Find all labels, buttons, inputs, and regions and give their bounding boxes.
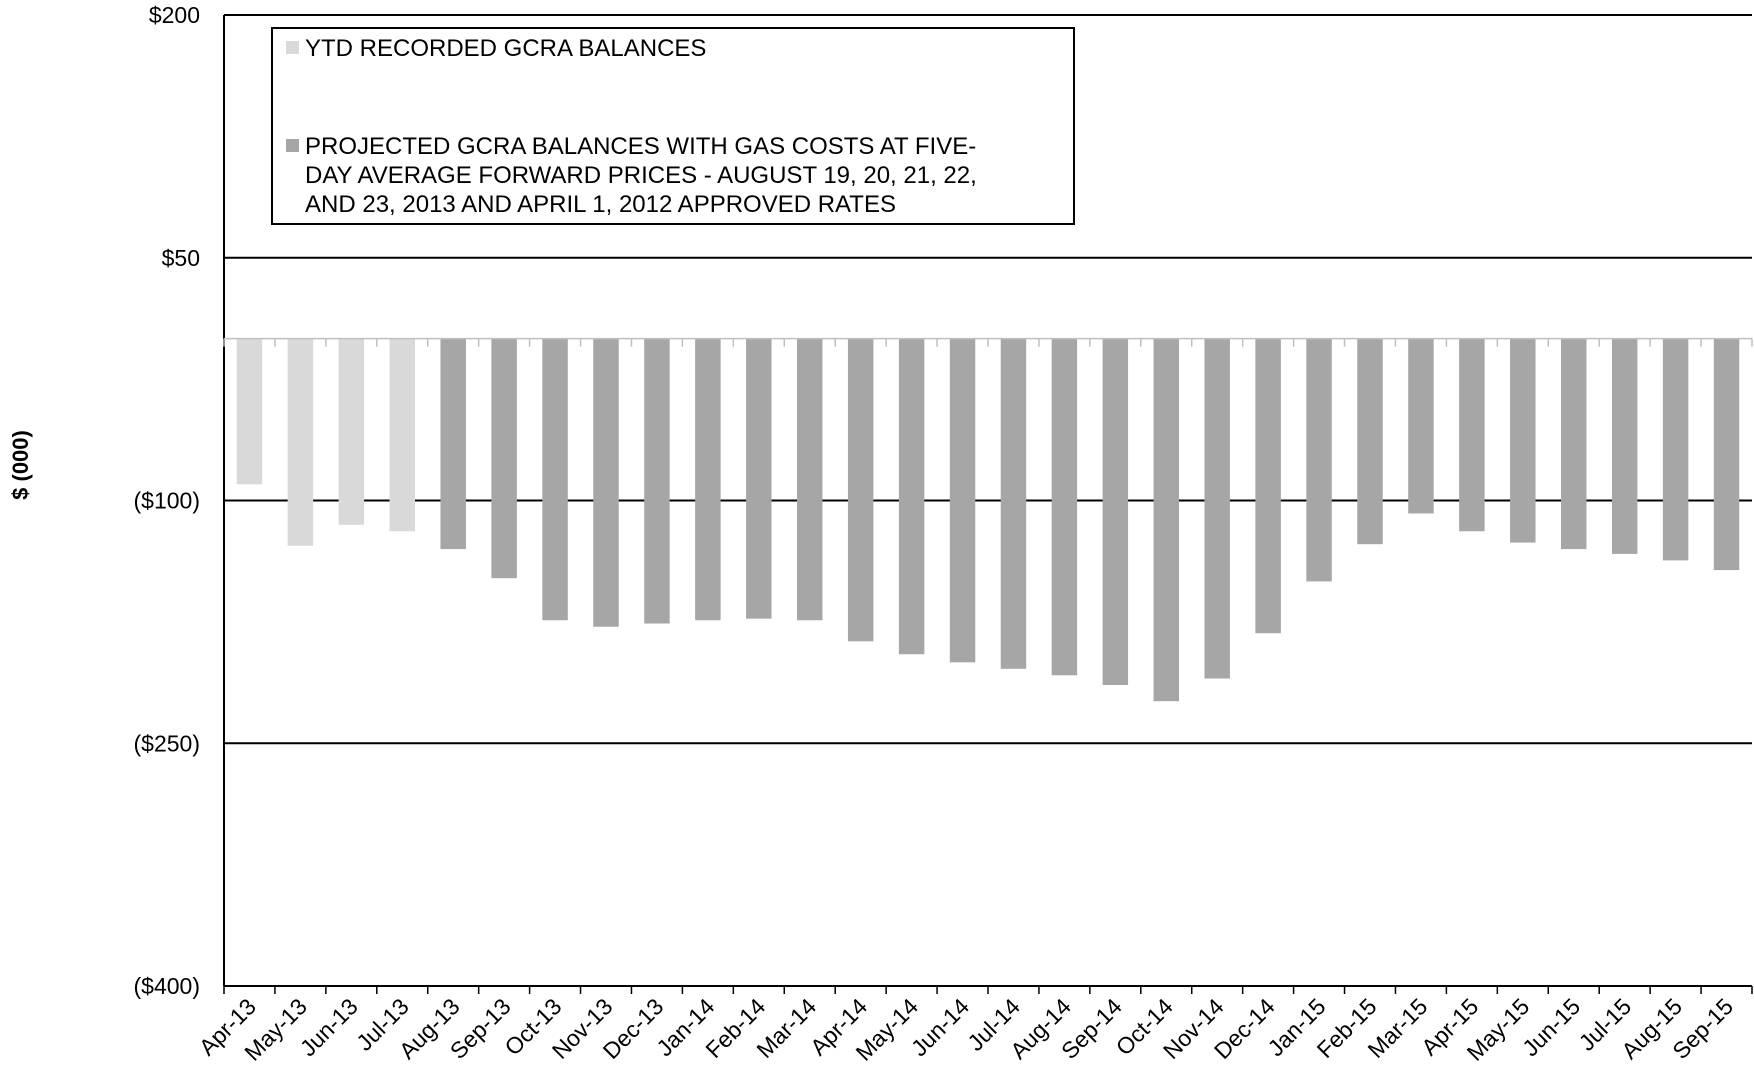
bar-series-2 <box>1306 338 1332 582</box>
bar-series-2 <box>797 338 823 621</box>
bar-series-2 <box>949 338 976 663</box>
bar-series-2 <box>1204 338 1230 679</box>
bar-series-2 <box>644 338 670 624</box>
y-tick-label: ($400) <box>134 973 200 999</box>
y-tick-label: ($100) <box>134 488 200 514</box>
bar-series-2 <box>1662 338 1689 561</box>
legend: YTD RECORDED GCRA BALANCES PROJECTED GCRA… <box>271 27 1075 225</box>
bar-series-1 <box>287 338 314 546</box>
bar-series-2 <box>491 338 517 579</box>
bar-series-2 <box>1102 338 1129 685</box>
legend-box <box>271 27 1075 225</box>
bar-series-2 <box>1255 338 1281 634</box>
axes <box>223 15 1753 994</box>
y-tick-label: $50 <box>162 245 200 271</box>
bar-series-1 <box>236 338 263 485</box>
bar-series-2 <box>1000 338 1027 669</box>
bar-series-2 <box>847 338 874 642</box>
legend-swatch <box>286 41 299 54</box>
bar-series-2 <box>1357 338 1383 545</box>
y-axis-label: $ (000) <box>8 430 33 500</box>
y-tick-label: $200 <box>149 2 200 28</box>
bar-series-2 <box>440 338 466 550</box>
bar-series-2 <box>898 338 925 655</box>
bar-series-2 <box>1611 338 1638 554</box>
y-tick-labels: $200 $50 ($100) ($250) ($400) <box>134 2 200 999</box>
bar-series-2 <box>1051 338 1078 676</box>
bar-series-2 <box>1561 338 1587 550</box>
bars <box>236 338 1740 702</box>
bar-series-2 <box>746 338 772 619</box>
bar-series-2 <box>1713 338 1740 571</box>
bar-series-1 <box>338 338 365 525</box>
bar-series-2 <box>1459 338 1485 532</box>
x-tick-labels: Apr-13May-13Jun-13Jul-13Aug-13Sep-13Oct-… <box>194 993 1738 1066</box>
bar-series-1 <box>389 338 415 532</box>
x-tick-label: Jun-14 <box>906 993 974 1061</box>
bar-series-2 <box>1408 338 1434 514</box>
legend-swatch <box>286 139 299 152</box>
y-tick-label: ($250) <box>134 730 200 756</box>
bar-series-2 <box>542 338 568 621</box>
legend-entry: PROJECTED GCRA BALANCES WITH GAS COSTS A… <box>305 133 977 218</box>
bar-series-2 <box>1153 338 1179 702</box>
bar-series-2 <box>1510 338 1536 543</box>
bar-series-2 <box>695 338 721 621</box>
legend-entry: YTD RECORDED GCRA BALANCES <box>305 35 706 62</box>
x-tick-label: Jun-15 <box>1517 993 1585 1061</box>
x-tick-label: Jun-13 <box>295 993 363 1061</box>
bar-series-2 <box>593 338 619 627</box>
